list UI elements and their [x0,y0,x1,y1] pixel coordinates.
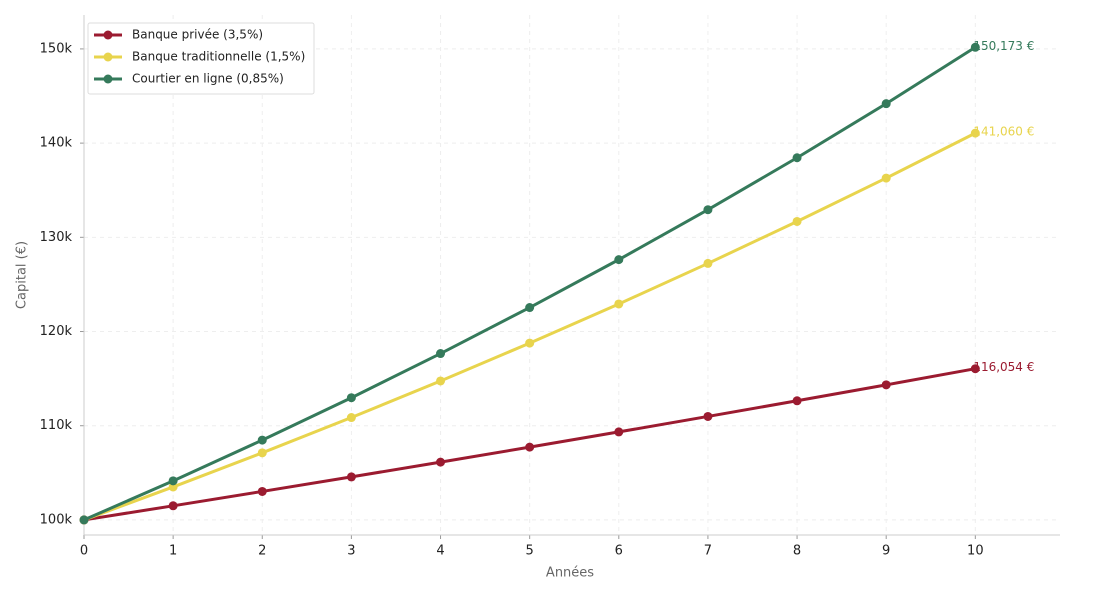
data-point [614,299,624,309]
legend-box [87,22,315,95]
y-axis-title: Capital (€) [15,241,30,309]
legend-label: Banque traditionnelle (1,5%) [132,50,305,64]
data-point [525,303,535,313]
x-axis-title: Années [546,566,594,581]
data-point [792,396,802,406]
data-point [881,99,891,109]
x-tick-label: 2 [258,544,266,559]
data-point [436,457,446,467]
legend-label: Courtier en ligne (0,85%) [132,72,284,86]
data-point [346,393,356,403]
x-tick-label: 10 [967,544,984,559]
data-point [257,435,267,445]
legend-marker [103,30,113,40]
data-point [525,338,535,348]
value-label: 150,173 € [973,39,1034,53]
data-point [346,413,356,423]
x-tick-label: 9 [882,544,890,559]
data-point [525,442,535,452]
y-tick-label: 140k [40,136,73,151]
data-point [168,476,178,486]
data-point [436,376,446,386]
x-tick-label: 8 [793,544,801,559]
legend: Banque privée (3,5%) Banque traditionnell… [87,22,315,95]
data-point [346,472,356,482]
data-point [168,501,178,511]
x-tick-label: 7 [704,544,712,559]
value-label: 141,060 € [973,125,1034,139]
x-tick-label: 3 [347,544,355,559]
data-point [257,448,267,458]
data-point [79,515,89,525]
y-tick-label: 150k [40,41,73,56]
data-point [703,411,713,421]
data-point [881,380,891,390]
data-point [970,364,980,374]
data-point [881,173,891,183]
x-tick-label: 5 [526,544,534,559]
y-tick-label: 100k [40,512,73,527]
x-tick-label: 1 [169,544,177,559]
data-point [703,258,713,268]
data-point [792,153,802,163]
data-point [970,128,980,138]
data-point [436,349,446,359]
data-point [792,216,802,226]
data-point [703,205,713,215]
x-tick-label: 6 [615,544,623,559]
x-tick-label: 4 [436,544,444,559]
x-tick-label: 0 [80,544,88,559]
y-tick-label: 120k [40,324,73,339]
data-point [614,255,624,265]
data-point [970,42,980,52]
y-tick-label: 130k [40,230,73,245]
legend-marker [103,52,113,62]
data-point [257,486,267,496]
legend-marker [103,74,113,84]
value-label: 116,054 € [973,360,1034,374]
y-tick-label: 110k [40,418,73,433]
data-point [614,427,624,437]
legend-label: Banque privée (3,5%) [132,28,263,42]
